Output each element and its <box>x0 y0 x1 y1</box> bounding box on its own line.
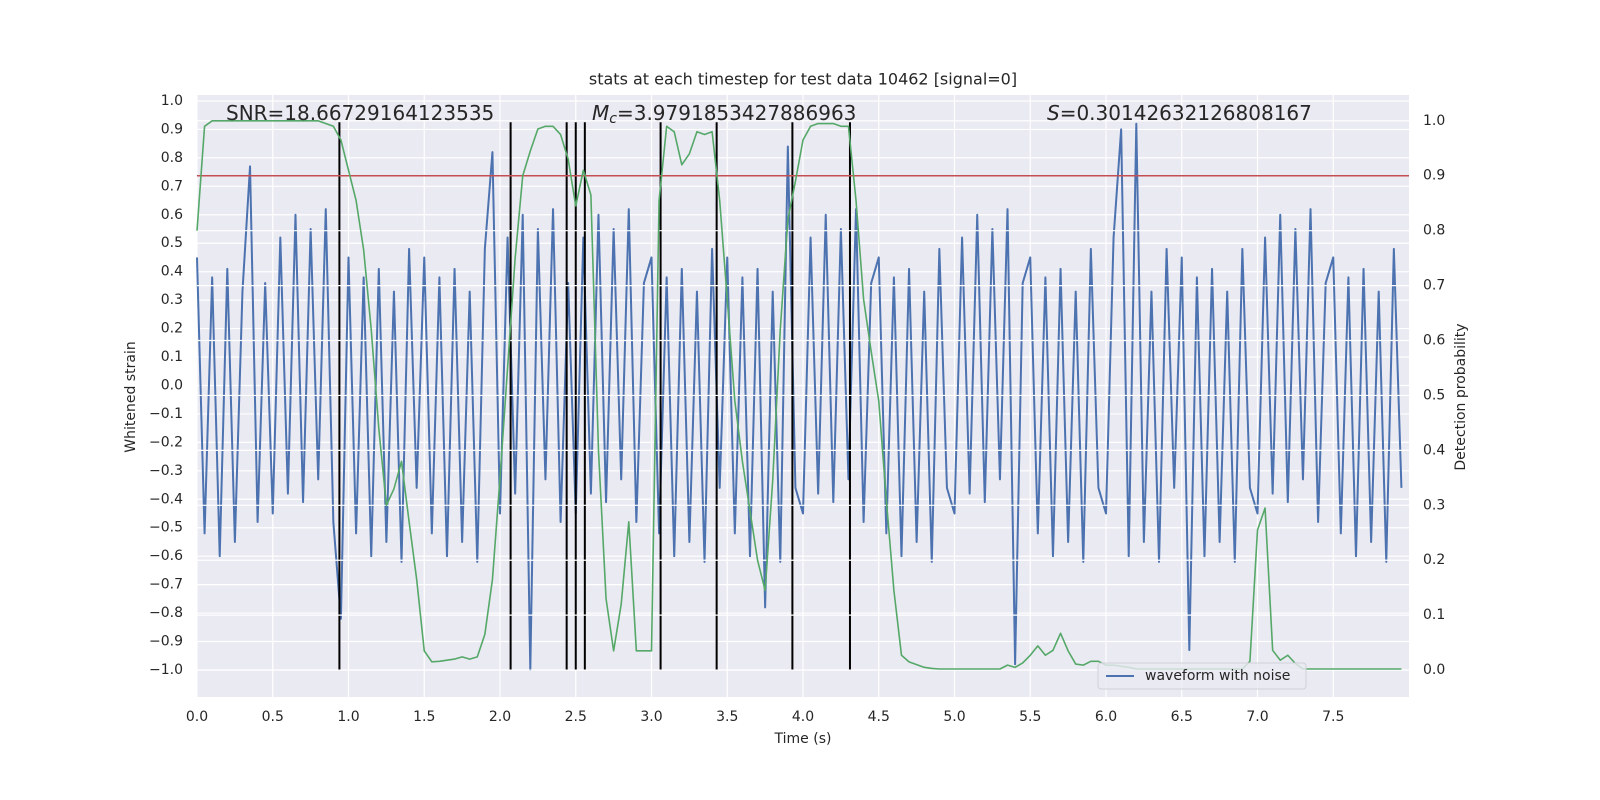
y2-tick-label: 0.3 <box>1423 497 1445 513</box>
y-tick-label: −0.7 <box>149 577 183 593</box>
annotation-subscript: c <box>609 111 617 127</box>
y-tick-label: 0.7 <box>161 178 183 194</box>
annotation-text: SNR=18.66729164123535 <box>226 101 494 125</box>
y-tick-label: 0.0 <box>161 377 183 393</box>
annotation-text: =0.30142632126808167 <box>1060 101 1312 125</box>
x-tick-label: 4.0 <box>792 709 814 725</box>
x-tick-label: 1.5 <box>413 709 435 725</box>
y-tick-label: −0.4 <box>149 491 183 507</box>
annotation: SNR=18.66729164123535 <box>226 101 494 125</box>
y-tick-label: 0.2 <box>161 321 183 337</box>
annotation-symbol: S <box>1047 101 1060 125</box>
y2-tick-label: 0.1 <box>1423 607 1445 623</box>
annotation-symbol: M <box>592 101 609 125</box>
y-tick-label: 0.8 <box>161 150 183 166</box>
y-tick-label: 0.1 <box>161 349 183 365</box>
y-tick-label: 0.4 <box>161 264 183 280</box>
waveform-line <box>196 122 1403 671</box>
legend-label: waveform with noise <box>1145 668 1290 684</box>
x-tick-label: 5.0 <box>943 709 965 725</box>
y-axis-label: Whitened strain <box>123 341 139 452</box>
x-tick-label: 2.5 <box>565 709 587 725</box>
x-tick-label: 7.0 <box>1246 709 1268 725</box>
y-tick-label: −0.9 <box>149 634 183 650</box>
x-tick-label: 0.0 <box>186 709 208 725</box>
y-tick-label: −0.5 <box>149 520 183 536</box>
y2-tick-label: 0.7 <box>1423 278 1445 294</box>
legend-box <box>1097 662 1307 690</box>
annotation-text: =3.9791853427886963 <box>617 101 856 125</box>
x-tick-label: 5.5 <box>1019 709 1041 725</box>
y-tick-label: 0.9 <box>161 121 183 137</box>
y-tick-label: −1.0 <box>149 662 183 678</box>
y2-tick-label: 1.0 <box>1423 113 1445 129</box>
y-tick-label: −0.3 <box>149 463 183 479</box>
y2-tick-label: 0.0 <box>1423 662 1445 678</box>
y-tick-label: 0.5 <box>161 235 183 251</box>
y-tick-label: −0.8 <box>149 605 183 621</box>
x-tick-label: 3.5 <box>716 709 738 725</box>
x-tick-label: 4.5 <box>868 709 890 725</box>
annotation: Mc=3.9791853427886963 <box>592 101 856 128</box>
y2-tick-label: 0.4 <box>1423 442 1445 458</box>
y2-tick-label: 0.8 <box>1423 223 1445 239</box>
y2-tick-label: 0.2 <box>1423 552 1445 568</box>
y-tick-label: −0.1 <box>149 406 183 422</box>
y-tick-label: −0.6 <box>149 548 183 564</box>
y-tick-label: −0.2 <box>149 434 183 450</box>
x-tick-label: 7.5 <box>1322 709 1344 725</box>
y-tick-label: 0.3 <box>161 292 183 308</box>
x-tick-label: 1.0 <box>337 709 359 725</box>
x-tick-label: 6.5 <box>1171 709 1193 725</box>
y2-tick-label: 0.9 <box>1423 168 1445 184</box>
y-tick-label: 1.0 <box>161 93 183 109</box>
x-axis-label: Time (s) <box>774 731 832 747</box>
y2-axis-label: Detection probability <box>1453 323 1469 470</box>
x-tick-label: 3.0 <box>640 709 662 725</box>
x-tick-label: 6.0 <box>1095 709 1117 725</box>
annotation: S=0.30142632126808167 <box>1047 101 1312 125</box>
y2-tick-label: 0.6 <box>1423 333 1445 349</box>
y2-tick-label: 0.5 <box>1423 387 1445 403</box>
y-tick-label: 0.6 <box>161 207 183 223</box>
chart-title: stats at each timestep for test data 104… <box>589 70 1017 89</box>
x-tick-label: 0.5 <box>262 709 284 725</box>
x-tick-label: 2.0 <box>489 709 511 725</box>
